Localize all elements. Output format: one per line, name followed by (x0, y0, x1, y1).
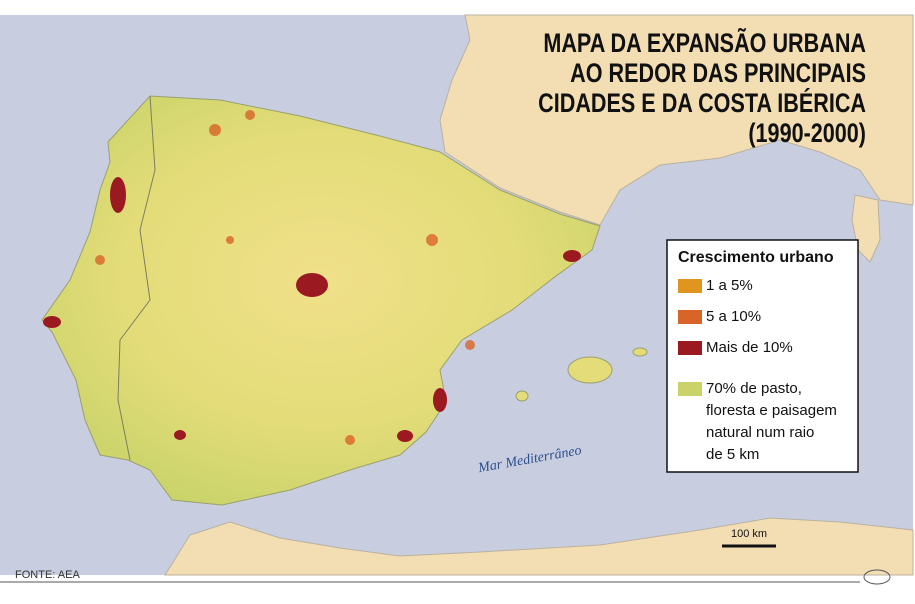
title-line: CIDADES E DA COSTA IBÉRICA (538, 88, 866, 119)
urban-areas (95, 110, 475, 445)
scale-label: 100 km (731, 528, 767, 540)
urban-area (110, 177, 126, 213)
urban-area (95, 255, 105, 265)
island (851, 194, 881, 263)
urban-area (563, 250, 581, 262)
urban-area (209, 124, 221, 136)
legend-label: 70% de pasto, (706, 380, 802, 397)
africa (164, 517, 914, 576)
legend-swatch (678, 382, 702, 396)
urban-area (174, 430, 186, 440)
urban-areas (43, 177, 581, 442)
title-line: MAPA DA EXPANSÃO URBANA (543, 28, 866, 59)
urban-area (426, 234, 438, 246)
urban-area (226, 236, 234, 244)
france (439, 14, 914, 226)
island (632, 347, 648, 357)
legend-label: floresta e paisagem (706, 402, 837, 419)
island (567, 356, 613, 384)
legend-swatch (678, 279, 702, 293)
logo (863, 569, 891, 585)
urban-area (465, 340, 475, 350)
border (117, 95, 156, 461)
legend-label: 5 a 10% (706, 308, 761, 325)
title-line: (1990-2000) (748, 119, 866, 149)
legend: Crescimento urbano 1 a 5% 5 a 10% Mais de … (666, 239, 859, 473)
urban-area (433, 388, 447, 412)
legend-label: Mais de 10% (706, 339, 793, 356)
title: MAPA DA EXPANSÃO URBANA AO REDOR DAS PRI… (538, 28, 866, 149)
legend-label: de 5 km (706, 446, 759, 463)
urban-area (296, 273, 328, 297)
urban-area (43, 316, 61, 328)
urban-area (397, 430, 413, 442)
urban-area (245, 110, 255, 120)
legend-swatch (678, 310, 702, 324)
urban-area (345, 435, 355, 445)
source: FONTE: AEA (15, 569, 80, 581)
island (515, 390, 529, 402)
legend-label: natural num raio (706, 424, 814, 441)
legend-label: 1 a 5% (706, 277, 753, 294)
legend-title: Crescimento urbano (678, 249, 834, 266)
legend-box (666, 239, 859, 473)
title-line: AO REDOR DAS PRINCIPAIS (570, 59, 866, 89)
legend-swatch (678, 341, 702, 355)
